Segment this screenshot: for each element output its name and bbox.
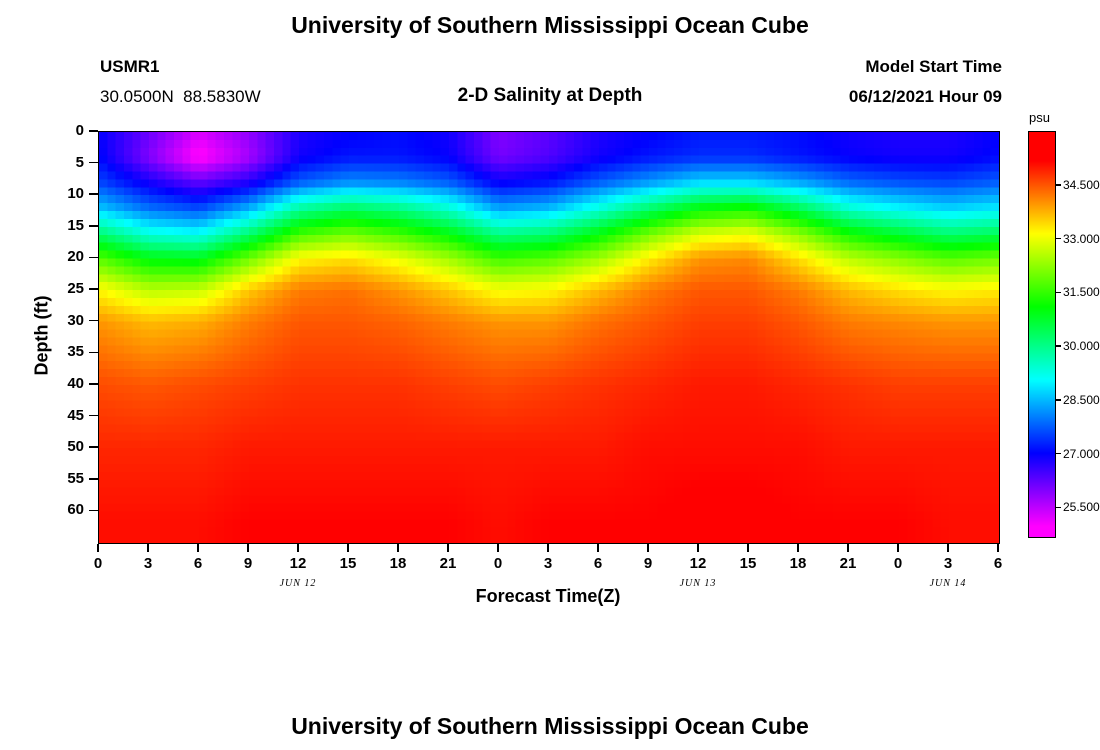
x-tick-label: 9 bbox=[243, 555, 253, 572]
y-tick-mark bbox=[89, 351, 98, 354]
colorbar-tick-mark bbox=[1056, 506, 1061, 509]
x-tick-mark bbox=[847, 543, 849, 552]
station-coordinates: 30.0500N 88.5830W bbox=[100, 87, 261, 106]
y-tick-label: 20 bbox=[67, 248, 84, 266]
y-tick-label: 25 bbox=[67, 280, 84, 298]
x-date-label: JUN 14 bbox=[929, 578, 967, 589]
x-tick-label: 0 bbox=[893, 555, 903, 572]
model-start-time-value: 06/12/2021 Hour 09 bbox=[848, 87, 1002, 106]
model-start-time-label: Model Start Time bbox=[865, 57, 1002, 76]
x-tick-mark bbox=[597, 543, 599, 552]
x-axis-label: Forecast Time(Z) bbox=[475, 586, 621, 606]
x-tick-label: 9 bbox=[643, 555, 653, 572]
x-tick-mark bbox=[547, 543, 549, 552]
y-tick-mark bbox=[89, 130, 98, 132]
y-tick-label: 60 bbox=[67, 501, 84, 519]
y-tick-mark bbox=[89, 288, 98, 290]
x-tick-label: 21 bbox=[839, 555, 857, 572]
y-tick-label: 55 bbox=[67, 469, 84, 487]
station-id: USMR1 bbox=[100, 57, 160, 76]
y-tick-mark bbox=[89, 414, 98, 417]
x-tick-mark bbox=[247, 543, 249, 552]
x-tick-label: 12 bbox=[289, 555, 307, 572]
colorbar-tick-mark bbox=[1056, 452, 1061, 455]
x-tick-label: 0 bbox=[93, 555, 103, 572]
y-tick-label: 10 bbox=[67, 185, 84, 203]
x-tick-label: 3 bbox=[543, 555, 553, 572]
y-tick-label: 40 bbox=[67, 374, 84, 392]
y-tick-label: 30 bbox=[67, 311, 84, 329]
y-tick-mark bbox=[89, 225, 98, 227]
x-tick-mark bbox=[397, 543, 399, 552]
x-tick-label: 15 bbox=[339, 555, 357, 572]
x-tick-mark bbox=[147, 543, 149, 552]
colorbar bbox=[1028, 131, 1056, 538]
y-tick-mark bbox=[89, 193, 98, 195]
y-tick-mark bbox=[89, 383, 98, 385]
x-tick-mark bbox=[947, 543, 949, 552]
x-tick-label: 12 bbox=[689, 555, 707, 572]
x-tick-mark bbox=[347, 543, 349, 552]
y-tick-mark bbox=[89, 509, 98, 512]
y-tick-label: 5 bbox=[75, 153, 84, 171]
colorbar-tick-label: 33.000 bbox=[1063, 231, 1100, 246]
colorbar-tick-mark bbox=[1056, 399, 1061, 401]
plot-area bbox=[98, 131, 1000, 544]
plot-title: 2-D Salinity at Depth bbox=[457, 85, 643, 106]
colorbar-tick-mark bbox=[1056, 345, 1061, 347]
x-tick-mark bbox=[197, 543, 199, 552]
y-tick-mark bbox=[89, 446, 98, 448]
y-tick-mark bbox=[89, 161, 98, 164]
x-tick-mark bbox=[747, 543, 749, 552]
x-tick-mark bbox=[697, 543, 699, 552]
x-tick-label: 0 bbox=[493, 555, 503, 572]
x-tick-mark bbox=[997, 543, 999, 552]
y-tick-mark bbox=[89, 256, 98, 259]
x-date-label: JUN 12 bbox=[279, 578, 317, 589]
colorbar-tick-label: 25.500 bbox=[1063, 500, 1100, 515]
y-tick-label: 15 bbox=[67, 216, 84, 234]
x-tick-label: 15 bbox=[739, 555, 757, 572]
x-tick-label: 6 bbox=[193, 555, 203, 572]
x-tick-label: 18 bbox=[789, 555, 807, 572]
x-tick-mark bbox=[647, 543, 649, 552]
y-tick-label: 50 bbox=[67, 438, 84, 456]
x-tick-mark bbox=[297, 543, 299, 552]
y-tick-mark bbox=[89, 319, 98, 322]
x-tick-label: 21 bbox=[439, 555, 457, 572]
y-tick-mark bbox=[89, 478, 98, 480]
x-date-label: JUN 13 bbox=[679, 578, 717, 589]
bottom-page-title: University of Southern Mississippi Ocean… bbox=[291, 713, 809, 739]
page-title: University of Southern Mississippi Ocean… bbox=[291, 12, 809, 38]
colorbar-tick-label: 27.000 bbox=[1063, 446, 1100, 461]
colorbar-tick-mark bbox=[1056, 184, 1061, 186]
x-tick-label: 6 bbox=[593, 555, 603, 572]
colorbar-unit-label: psu bbox=[1029, 110, 1050, 125]
colorbar-tick-label: 28.500 bbox=[1063, 392, 1100, 407]
colorbar-tick-mark bbox=[1056, 237, 1061, 240]
x-tick-mark bbox=[497, 543, 499, 552]
colorbar-tick-label: 30.000 bbox=[1063, 339, 1100, 354]
x-tick-label: 3 bbox=[943, 555, 953, 572]
colorbar-tick-label: 34.500 bbox=[1063, 177, 1100, 192]
colorbar-canvas bbox=[1029, 132, 1055, 537]
x-tick-mark bbox=[897, 543, 899, 552]
colorbar-tick-label: 31.500 bbox=[1063, 285, 1100, 300]
y-tick-label: 35 bbox=[67, 343, 84, 361]
x-tick-label: 3 bbox=[143, 555, 153, 572]
x-tick-mark bbox=[797, 543, 799, 552]
x-tick-mark bbox=[97, 543, 99, 552]
x-tick-label: 18 bbox=[389, 555, 407, 572]
y-tick-label: 45 bbox=[67, 406, 84, 424]
x-tick-label: 6 bbox=[993, 555, 1003, 572]
heatmap-canvas bbox=[99, 132, 999, 543]
x-tick-mark bbox=[447, 543, 449, 552]
colorbar-tick-mark bbox=[1056, 291, 1061, 294]
y-tick-label: 0 bbox=[75, 122, 84, 139]
